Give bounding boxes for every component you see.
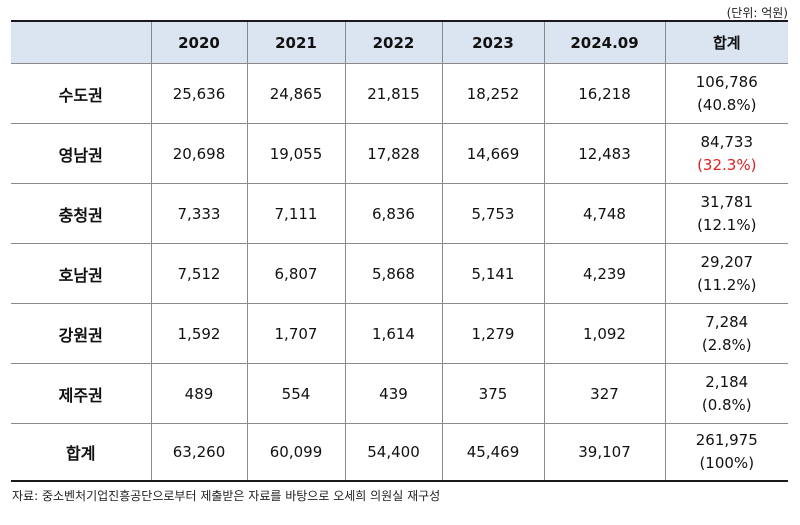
value-cell: 4,748 (543, 183, 666, 244)
region-cell: 영남권 (11, 123, 152, 184)
value-cell: 12,483 (543, 123, 666, 184)
table-row: 영남권 20,698 19,055 17,828 14,669 12,483 84,733 (… (11, 123, 788, 184)
header-cell-total: 합계 (664, 21, 788, 64)
total-cell: 261,975 (100%) (664, 423, 788, 481)
header-cell-2020: 2020 (150, 21, 248, 64)
header-cell-blank (11, 21, 152, 64)
total-percent: (12.1%) (697, 215, 757, 234)
header-cell-2023: 2023 (441, 21, 545, 64)
total-value: 2,184 (705, 372, 749, 391)
data-table: 2020 2021 2022 2023 2024.09 합계 수도권 25,636… (11, 20, 788, 482)
value-cell: 19,055 (246, 123, 346, 184)
value-cell: 1,592 (150, 303, 248, 364)
region-cell: 합계 (11, 423, 152, 481)
value-cell: 1,614 (344, 303, 443, 364)
table-row: 호남권 7,512 6,807 5,868 5,141 4,239 29,207 (11.2%… (11, 243, 788, 304)
total-percent: (2.8%) (701, 335, 752, 354)
value-cell: 327 (543, 363, 666, 424)
value-cell: 39,107 (543, 423, 666, 481)
value-cell: 14,669 (441, 123, 545, 184)
total-cell: 31,781 (12.1%) (664, 183, 788, 244)
value-cell: 5,141 (441, 243, 545, 304)
total-value: 7,284 (705, 312, 749, 331)
total-value: 31,781 (700, 192, 754, 211)
value-cell: 25,636 (150, 63, 248, 124)
value-cell: 1,092 (543, 303, 666, 364)
table-row: 수도권 25,636 24,865 21,815 18,252 16,218 106,786… (11, 63, 788, 124)
header-row: 2020 2021 2022 2023 2024.09 합계 (11, 21, 788, 64)
value-cell: 7,333 (150, 183, 248, 244)
region-cell: 제주권 (11, 363, 152, 424)
header-cell-2021: 2021 (246, 21, 346, 64)
value-cell: 4,239 (543, 243, 666, 304)
total-value: 29,207 (700, 252, 754, 271)
value-cell: 489 (150, 363, 248, 424)
region-cell: 수도권 (11, 63, 152, 124)
value-cell: 6,836 (344, 183, 443, 244)
total-cell: 84,733 (32.3%) (664, 123, 788, 184)
value-cell: 54,400 (344, 423, 443, 481)
region-cell: 충청권 (11, 183, 152, 244)
value-cell: 63,260 (150, 423, 248, 481)
total-cell: 7,284 (2.8%) (664, 303, 788, 364)
table-row: 합계 63,260 60,099 54,400 45,469 39,107 261,975 (… (11, 423, 788, 481)
value-cell: 439 (344, 363, 443, 424)
region-cell: 호남권 (11, 243, 152, 304)
unit-note: (단위: 억원) (726, 6, 788, 20)
total-value: 261,975 (695, 430, 758, 449)
value-cell: 16,218 (543, 63, 666, 124)
header-cell-2024-09: 2024.09 (543, 21, 666, 64)
value-cell: 45,469 (441, 423, 545, 481)
table-row: 강원권 1,592 1,707 1,614 1,279 1,092 7,284 (2.8%) (11, 303, 788, 364)
value-cell: 375 (441, 363, 545, 424)
region-cell: 강원권 (11, 303, 152, 364)
value-cell: 21,815 (344, 63, 443, 124)
total-value: 106,786 (695, 72, 758, 91)
value-cell: 7,512 (150, 243, 248, 304)
value-cell: 5,868 (344, 243, 443, 304)
value-cell: 7,111 (246, 183, 346, 244)
total-percent: (40.8%) (697, 95, 757, 114)
value-cell: 18,252 (441, 63, 545, 124)
total-percent: (100%) (699, 453, 755, 472)
total-value: 84,733 (700, 132, 754, 151)
value-cell: 6,807 (246, 243, 346, 304)
total-percent: (32.3%) (697, 155, 757, 174)
header-cell-2022: 2022 (344, 21, 443, 64)
source-note: 자료: 중소벤처기업진흥공단으로부터 제출받은 자료를 바탕으로 오세희 의원실… (12, 489, 441, 503)
value-cell: 20,698 (150, 123, 248, 184)
table-row: 제주권 489 554 439 375 327 2,184 (0.8%) (11, 363, 788, 424)
value-cell: 5,753 (441, 183, 545, 244)
value-cell: 17,828 (344, 123, 443, 184)
total-cell: 106,786 (40.8%) (664, 63, 788, 124)
value-cell: 1,707 (246, 303, 346, 364)
value-cell: 1,279 (441, 303, 545, 364)
value-cell: 60,099 (246, 423, 346, 481)
total-percent: (11.2%) (697, 275, 757, 294)
table-row: 충청권 7,333 7,111 6,836 5,753 4,748 31,781 (12.1%… (11, 183, 788, 244)
total-percent: (0.8%) (701, 395, 752, 414)
total-cell: 2,184 (0.8%) (664, 363, 788, 424)
total-cell: 29,207 (11.2%) (664, 243, 788, 304)
data-table-wrapper: 2020 2021 2022 2023 2024.09 합계 수도권 25,636… (11, 20, 788, 482)
value-cell: 554 (246, 363, 346, 424)
value-cell: 24,865 (246, 63, 346, 124)
